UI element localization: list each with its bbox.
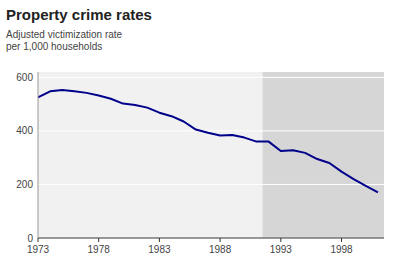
grid-line [38,238,384,239]
y-tick-label: 600 [16,72,33,83]
grid-line [38,184,384,185]
plot-area [38,72,384,238]
y-tick-label: 0 [27,233,33,244]
x-tick [159,238,160,242]
shaded-region [263,72,384,238]
subtitle-line: Adjusted victimization rate [6,29,123,40]
y-tick-label: 400 [16,125,33,136]
x-tick [220,238,221,242]
x-tick-label: 1988 [209,244,232,255]
chart: Property crime rates Adjusted victimizati… [0,0,394,264]
subtitle: Adjusted victimization rateper 1,000 hou… [6,29,123,52]
grid-line [38,130,384,131]
x-tick [98,238,99,242]
x-tick-label: 1973 [27,244,50,255]
x-tick-label: 1983 [148,244,171,255]
x-tick [280,238,281,242]
plot-background [38,72,384,238]
x-tick-label: 1998 [330,244,353,255]
x-tick [341,238,342,242]
grid-line [38,77,384,78]
x-tick [38,238,39,242]
y-tick-label: 200 [16,179,33,190]
title: Property crime rates [6,6,152,23]
x-axis-line [38,238,384,239]
subtitle-line: per 1,000 households [6,41,102,52]
x-tick-label: 1978 [88,244,111,255]
trend-line [38,90,378,193]
x-tick-label: 1993 [270,244,293,255]
y-axis-line [38,72,39,238]
